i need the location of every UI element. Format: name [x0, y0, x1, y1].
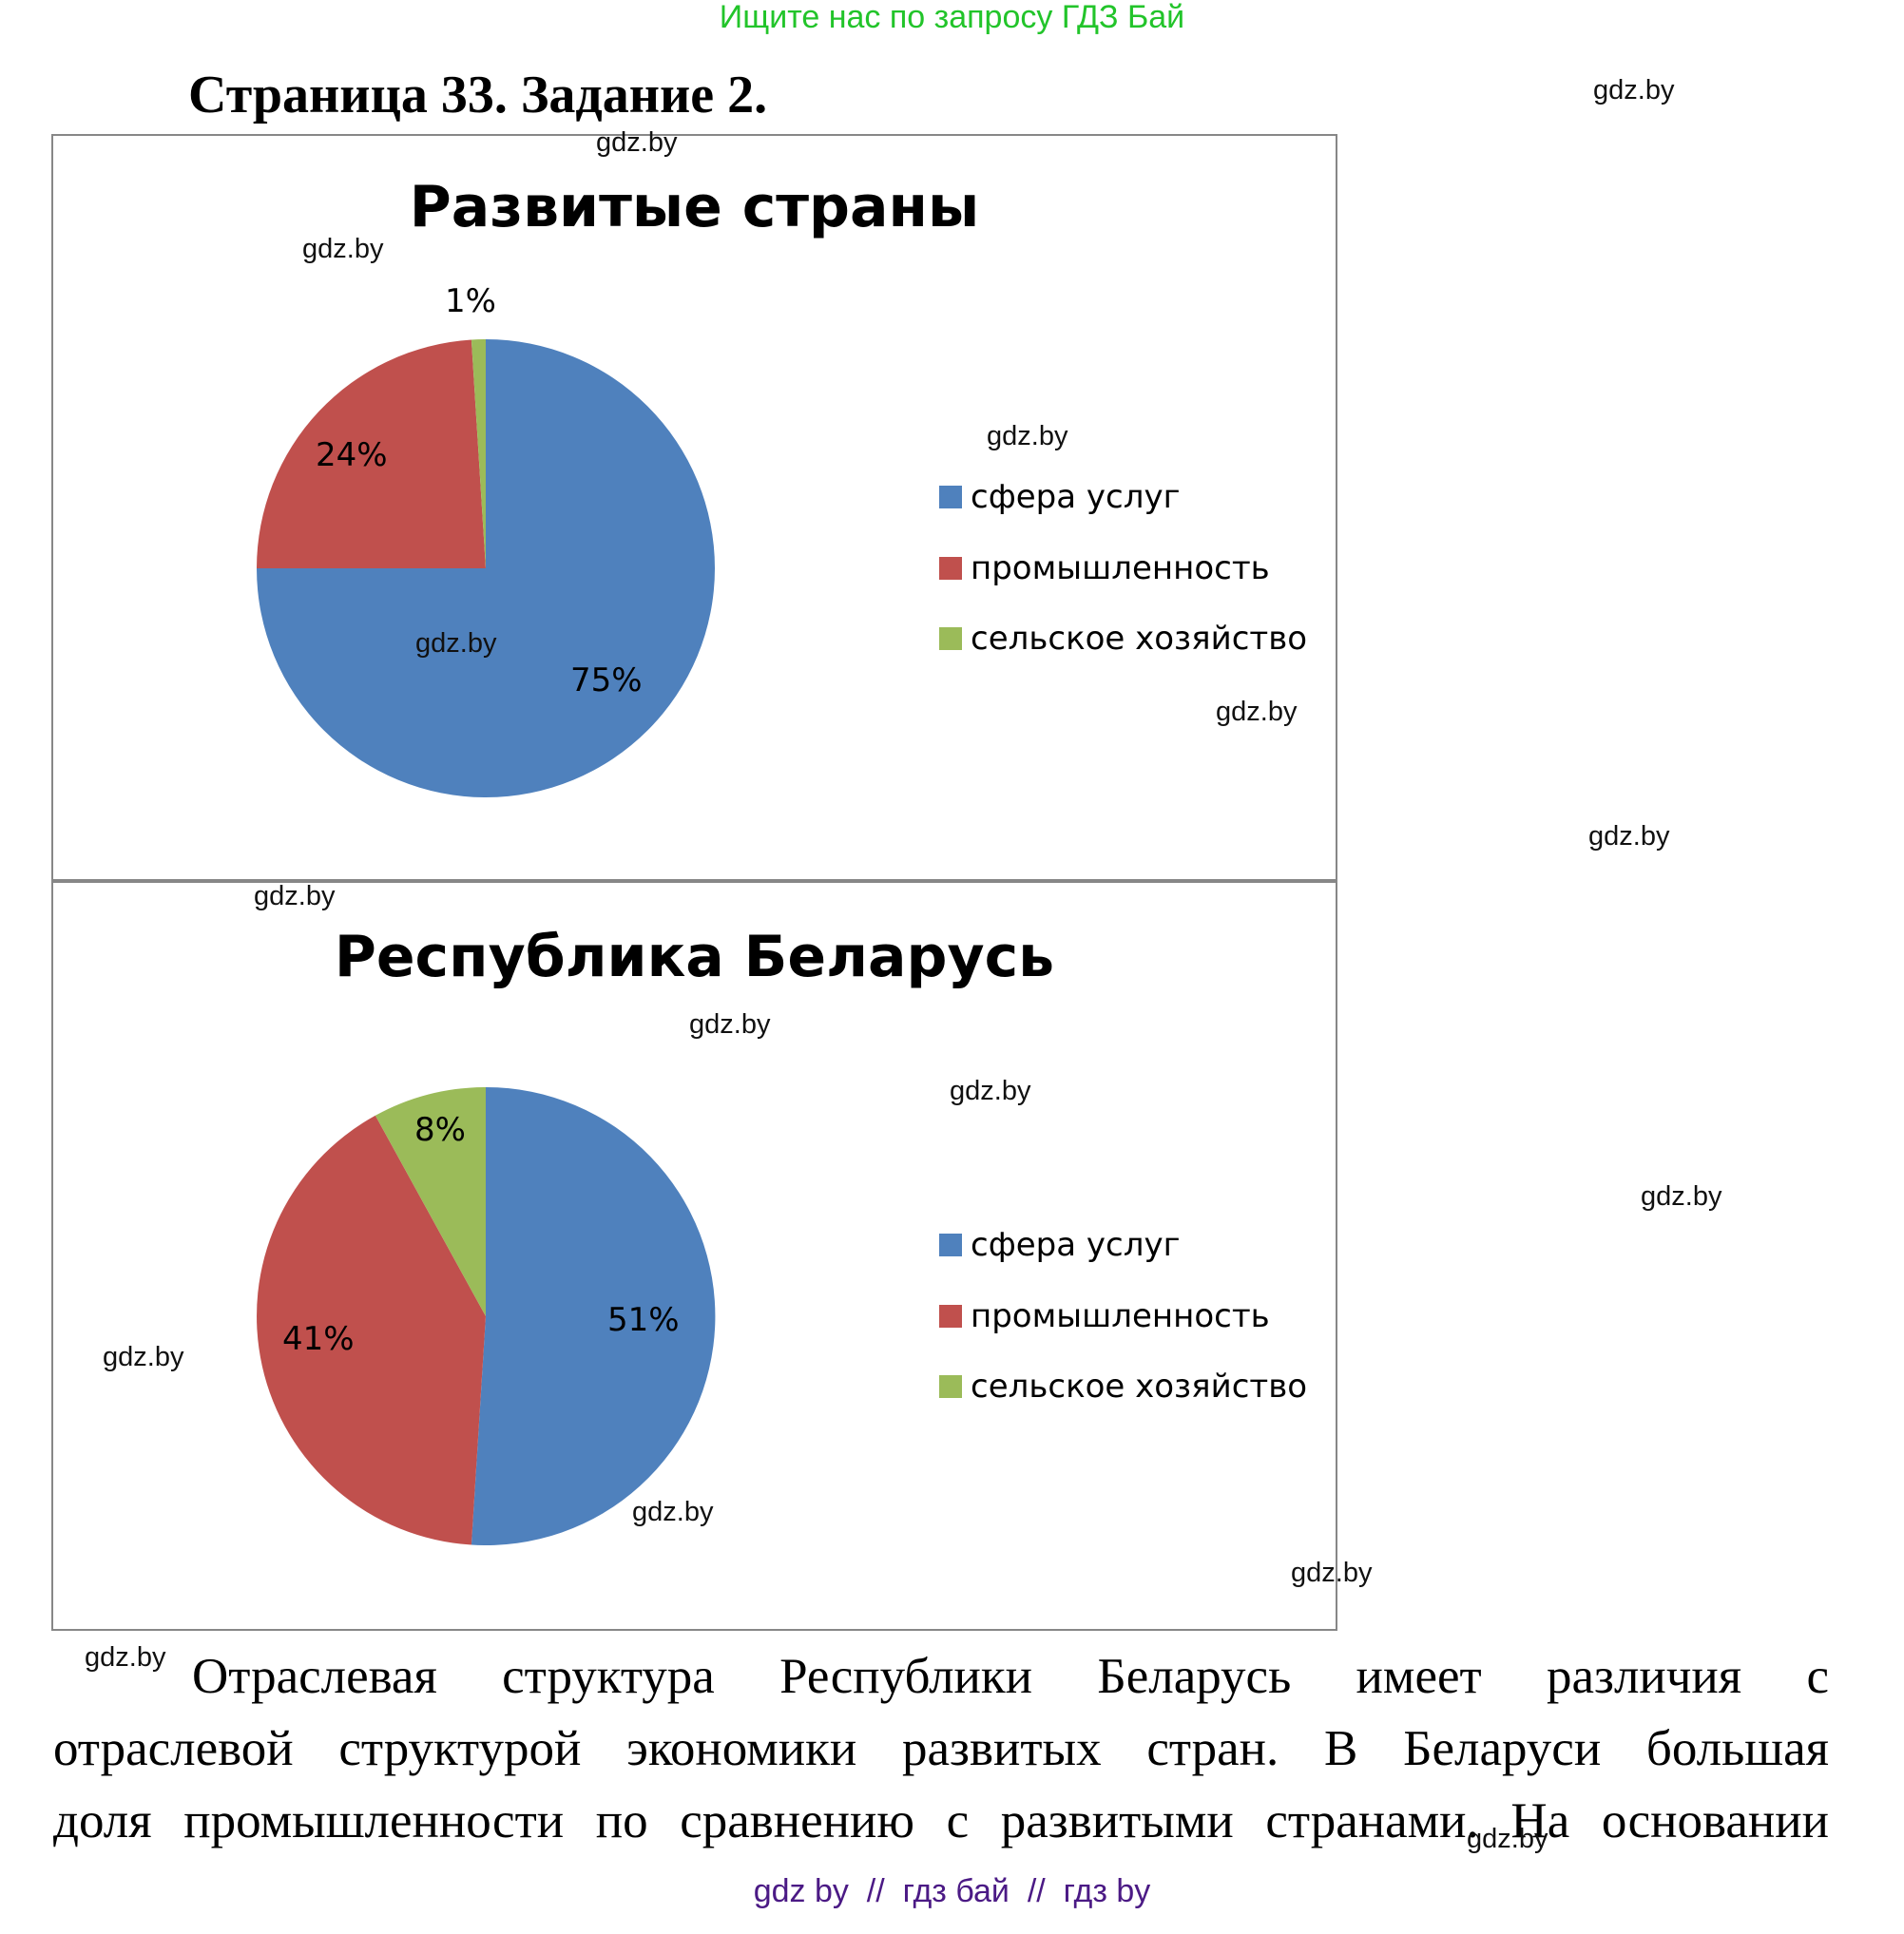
swatch-agriculture-icon — [939, 1375, 962, 1398]
chart-title: Развитые страны — [409, 174, 980, 240]
watermark: gdz.by — [1291, 1558, 1373, 1588]
label-industry: 24% — [316, 436, 388, 474]
watermark: gdz.by — [1588, 821, 1670, 852]
answer-paragraph: Отраслевая структура Республики Беларусь… — [53, 1640, 1829, 1857]
legend-item-industry: промышленность — [939, 549, 1270, 587]
chart-belarus: Республика Беларусь 8% 41% 51% сфера усл… — [51, 879, 1337, 1631]
watermark: gdz.by — [596, 127, 678, 158]
watermark: gdz.by — [632, 1497, 714, 1527]
legend-item-agriculture: сельское хозяйство — [939, 1368, 1307, 1406]
legend-item-agriculture: сельское хозяйство — [939, 620, 1307, 658]
legend-label: сфера услуг — [971, 1226, 1181, 1264]
paragraph-line: Отраслевая структура Республики Беларусь… — [192, 1649, 1829, 1704]
paragraph-line: доля промышленности по сравнению с разви… — [53, 1793, 1829, 1848]
watermark: gdz.by — [254, 881, 336, 911]
swatch-services-icon — [939, 486, 962, 508]
legend-label: промышленность — [971, 549, 1270, 587]
pie-chart-developed — [257, 339, 715, 797]
watermark: gdz.by — [689, 1009, 771, 1040]
legend-item-services: сфера услуг — [939, 478, 1180, 516]
label-services: 75% — [570, 661, 643, 699]
swatch-services-icon — [939, 1234, 962, 1256]
watermark: gdz.by — [302, 234, 384, 264]
swatch-industry-icon — [939, 1305, 962, 1328]
legend-label: сельское хозяйство — [971, 620, 1308, 658]
watermark: gdz.by — [85, 1642, 166, 1673]
legend-label: сельское хозяйство — [971, 1368, 1308, 1406]
watermark: gdz.by — [1216, 697, 1298, 727]
watermark: gdz.by — [1641, 1181, 1722, 1212]
watermark: gdz.by — [1593, 75, 1675, 105]
label-agriculture: 8% — [414, 1111, 466, 1149]
slice-industry — [257, 339, 486, 568]
pie-chart-belarus — [257, 1086, 716, 1545]
watermark: gdz.by — [103, 1342, 184, 1372]
chart-developed-countries: Развитые страны 1% 24% 75% сфера услуг п… — [51, 134, 1337, 882]
swatch-agriculture-icon — [939, 627, 962, 650]
legend-item-services: сфера услуг — [939, 1226, 1180, 1264]
chart-title: Республика Беларусь — [334, 924, 1055, 990]
watermark: gdz.by — [415, 628, 497, 659]
slice-services — [471, 1086, 716, 1545]
slice-industry — [257, 1115, 486, 1545]
legend-label: промышленность — [971, 1297, 1270, 1335]
label-industry: 41% — [282, 1320, 355, 1358]
label-agriculture: 1% — [445, 282, 496, 320]
slice-agriculture — [375, 1087, 486, 1316]
watermark: gdz.by — [1467, 1824, 1548, 1854]
watermark: gdz.by — [950, 1076, 1031, 1106]
swatch-industry-icon — [939, 557, 962, 580]
footer-links: gdz by // гдз бай // гдз by — [753, 1873, 1151, 1909]
legend-item-industry: промышленность — [939, 1297, 1270, 1335]
paragraph-line: отраслевой структурой экономики развитых… — [53, 1721, 1829, 1776]
search-banner: Ищите нас по запросу ГДЗ Бай — [719, 0, 1185, 35]
slice-agriculture — [471, 339, 486, 568]
watermark: gdz.by — [987, 421, 1068, 451]
legend-label: сфера услуг — [971, 478, 1181, 516]
label-services: 51% — [607, 1301, 680, 1339]
page-heading: Страница 33. Задание 2. — [188, 66, 768, 124]
